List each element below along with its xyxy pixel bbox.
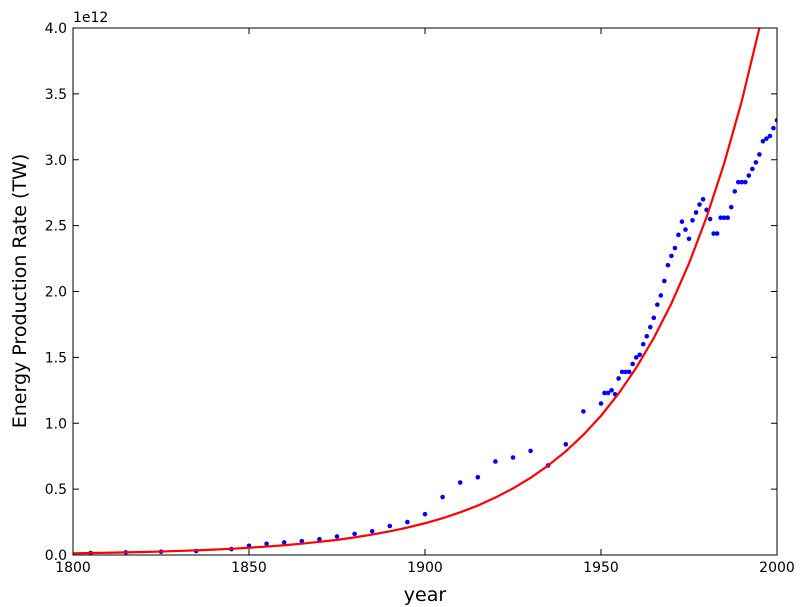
y-tick-label: 0.0	[45, 548, 67, 564]
data-point	[662, 278, 667, 284]
y-tick-label: 0.5	[45, 482, 67, 498]
data-point	[771, 125, 776, 131]
data-point	[676, 232, 681, 238]
data-point	[732, 189, 738, 194]
data-point	[563, 442, 569, 447]
data-point	[697, 202, 702, 207]
x-tick-label: 1800	[55, 560, 91, 576]
data-point	[647, 324, 653, 330]
data-point	[767, 133, 773, 139]
data-point	[619, 369, 625, 375]
data-point	[644, 333, 650, 339]
data-point	[658, 293, 664, 298]
x-axis-label: year	[404, 584, 447, 606]
y-tick-label: 2.0	[45, 285, 67, 301]
y-tick-label: 2.5	[45, 219, 67, 235]
data-point	[757, 152, 762, 157]
data-point	[764, 136, 769, 141]
data-point	[352, 531, 357, 537]
data-point	[637, 352, 643, 358]
data-point	[616, 376, 621, 381]
data-point	[457, 480, 463, 485]
data-point	[683, 227, 688, 232]
data-point	[651, 315, 657, 321]
y-tick-label: 3.0	[45, 153, 67, 169]
data-point	[686, 236, 692, 242]
data-point	[405, 519, 410, 525]
data-point	[422, 511, 428, 517]
data-point	[630, 361, 635, 367]
data-point	[475, 474, 481, 480]
data-point	[743, 179, 748, 185]
data-point	[626, 369, 632, 375]
data-point	[493, 459, 498, 464]
data-point	[721, 215, 727, 221]
data-point	[440, 494, 445, 500]
data-point	[672, 245, 678, 251]
fit-curve	[73, 28, 761, 555]
data-point	[735, 179, 741, 185]
data-point	[334, 534, 340, 539]
y-offset-text: 1e12	[73, 10, 108, 26]
data-point	[760, 139, 766, 144]
data-point	[264, 541, 269, 547]
x-tick-label: 2000	[759, 560, 795, 576]
plot-area	[73, 28, 777, 555]
data-point	[746, 173, 752, 178]
data-point	[728, 204, 734, 210]
data-point	[510, 455, 516, 460]
data-point	[369, 528, 375, 534]
data-point	[711, 231, 716, 236]
x-tick-label: 1850	[231, 560, 267, 576]
y-tick-label: 1.5	[45, 350, 67, 366]
data-point	[281, 540, 287, 545]
data-point	[725, 215, 731, 221]
plot-frame	[72, 27, 778, 556]
data-point	[693, 210, 699, 215]
x-tick-label: 1900	[407, 560, 443, 576]
data-point	[602, 390, 607, 396]
data-point	[317, 536, 322, 542]
y-tick-label: 3.5	[45, 87, 67, 103]
data-point	[690, 218, 695, 223]
data-point	[623, 369, 628, 375]
data-point	[633, 355, 639, 360]
y-axis-label: Energy Production Rate (TW)	[9, 154, 31, 429]
data-point	[528, 448, 533, 454]
data-point	[598, 401, 604, 406]
data-point	[679, 219, 685, 224]
data-point	[387, 523, 393, 529]
data-point	[707, 216, 713, 222]
data-point	[665, 262, 671, 268]
data-point	[299, 538, 305, 544]
data-point	[739, 179, 745, 185]
data-point	[753, 160, 759, 165]
x-tick-label: 1950	[583, 560, 619, 576]
y-tick-label: 1.0	[45, 416, 67, 432]
data-point	[655, 302, 660, 307]
data-point	[750, 166, 755, 172]
data-point	[700, 196, 706, 202]
data-point	[714, 231, 720, 236]
y-tick-label: 4.0	[45, 21, 67, 37]
data-point	[774, 117, 777, 123]
data-point	[669, 253, 674, 259]
data-point	[581, 409, 586, 414]
data-point	[609, 388, 614, 393]
data-point	[640, 341, 646, 347]
data-point	[605, 390, 611, 396]
data-point	[718, 215, 723, 221]
